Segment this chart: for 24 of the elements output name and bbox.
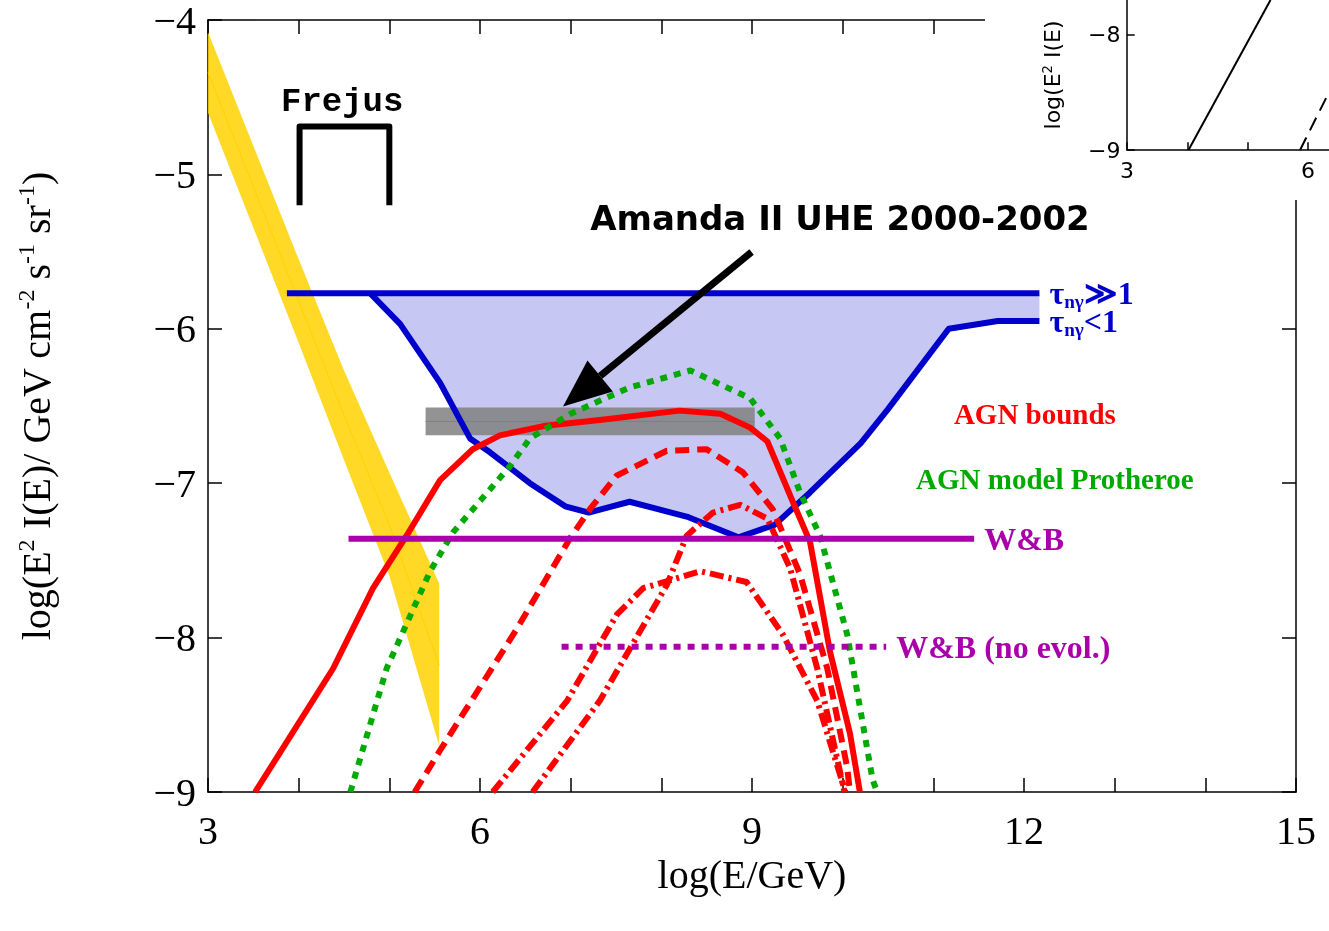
x-tick-label: 3	[198, 807, 218, 853]
y-tick-label: −9	[1087, 137, 1121, 163]
x-tick-label: 6	[470, 807, 490, 853]
x-axis-title: log(E/GeV)	[657, 852, 847, 898]
y-tick-label: −8	[153, 615, 196, 661]
y-tick-label: −8	[1087, 22, 1121, 48]
y-tick-label: −4	[153, 0, 196, 43]
y-tick-label: −5	[153, 151, 196, 197]
text: log(E2 I(E)/ GeV cm-2 s-1 sr-1)	[13, 171, 59, 641]
annotation: Frejus	[280, 82, 404, 121]
series-label: W&B (no evol.)	[896, 628, 1111, 665]
y-axis-title: log(E2 I(E)	[1039, 20, 1066, 130]
x-tick-label: 12	[1004, 807, 1044, 853]
x-tick-label: 9	[742, 807, 762, 853]
y-tick-label: −6	[153, 306, 196, 352]
series-label: W&B	[984, 520, 1065, 557]
x-tick-label: 3	[1120, 158, 1134, 184]
y-tick-label: −7	[153, 460, 196, 506]
text: AGN bounds	[953, 397, 1116, 430]
annotation: Amanda II UHE 2000-2002	[590, 197, 1090, 238]
text: AGN model Protheroe	[916, 462, 1194, 495]
x-tick-label: 15	[1276, 807, 1316, 853]
x-tick-label: 6	[1300, 158, 1315, 184]
y-tick-label: −9	[153, 769, 196, 815]
